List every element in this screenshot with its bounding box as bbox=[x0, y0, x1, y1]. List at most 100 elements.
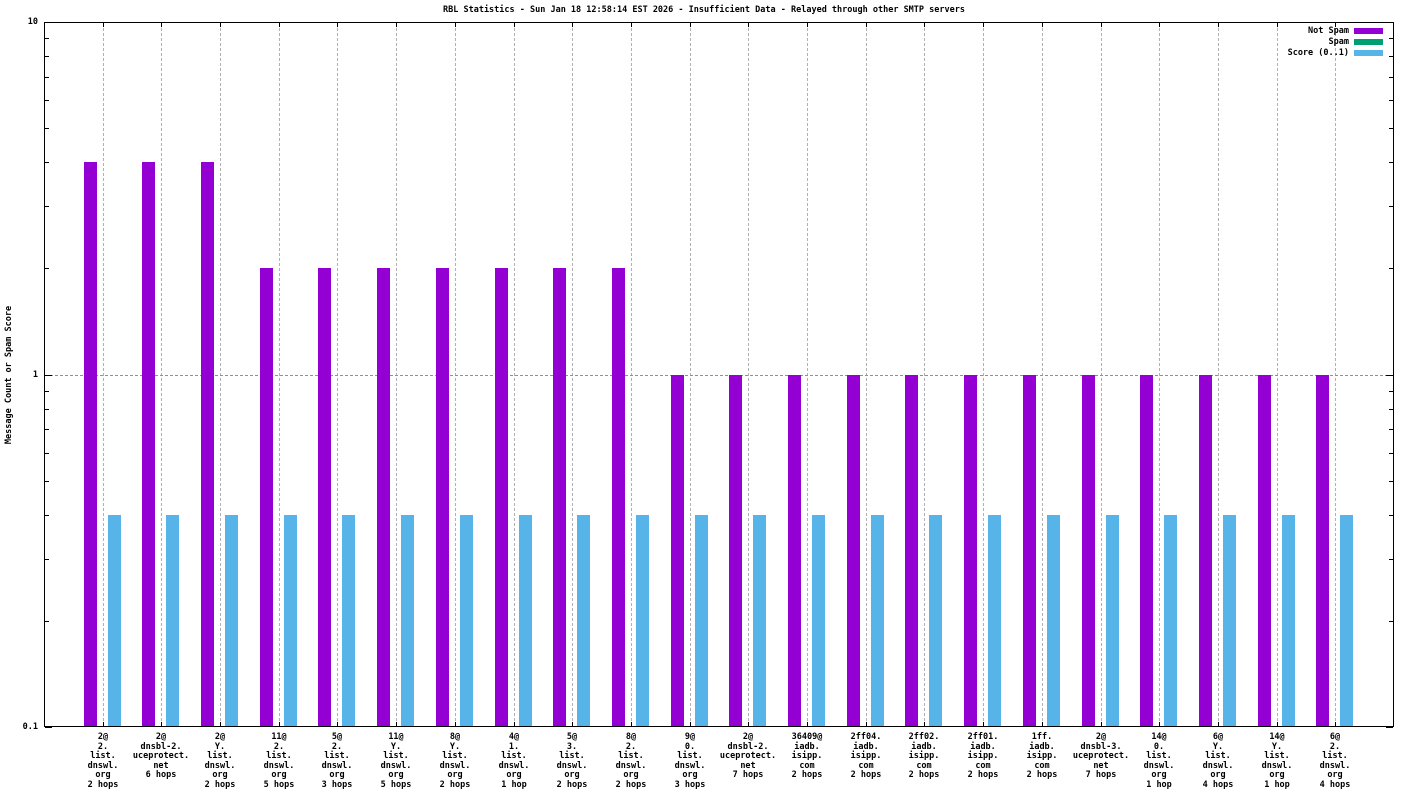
bar-score-0-1 bbox=[108, 515, 121, 726]
x-tick-label: 5@ 3. list. dnswl. org 2 hops bbox=[556, 732, 588, 790]
gridline-vertical bbox=[220, 23, 221, 726]
y-tick-label: 1 bbox=[32, 370, 38, 380]
bar-score-0-1 bbox=[929, 515, 942, 726]
x-tick-top bbox=[1335, 23, 1336, 27]
x-tick-bottom bbox=[983, 722, 984, 726]
x-tick-top bbox=[279, 23, 280, 27]
x-tick-bottom bbox=[1277, 722, 1278, 726]
legend-label: Spam bbox=[1328, 36, 1349, 47]
gridline-vertical bbox=[396, 23, 397, 726]
x-tick-label: 2@ dnsbl-2. uceprotect. net 7 hops bbox=[719, 732, 777, 781]
x-tick-bottom bbox=[690, 722, 691, 726]
bar-score-0-1 bbox=[1223, 515, 1236, 726]
gridline-vertical bbox=[1101, 23, 1102, 726]
x-tick-label: 9@ 0. list. dnswl. org 3 hops bbox=[674, 732, 706, 790]
bar-score-0-1 bbox=[1047, 515, 1060, 726]
gridline-vertical bbox=[631, 23, 632, 726]
x-tick-top bbox=[1277, 23, 1278, 27]
y-tick-major bbox=[45, 727, 52, 728]
y-tick-minor bbox=[45, 268, 49, 269]
y-tick-minor bbox=[45, 481, 49, 482]
bar-score-0-1 bbox=[342, 515, 355, 726]
x-tick-top bbox=[455, 23, 456, 27]
bar-not-spam bbox=[1082, 375, 1095, 726]
bar-score-0-1 bbox=[636, 515, 649, 726]
y-tick-minor bbox=[45, 162, 49, 163]
gridline-vertical bbox=[983, 23, 984, 726]
x-tick-label: 14@ 0. list. dnswl. org 1 hop bbox=[1143, 732, 1175, 790]
legend-label: Not Spam bbox=[1308, 25, 1349, 36]
y-tick-minor bbox=[1389, 391, 1393, 392]
bar-not-spam bbox=[260, 268, 273, 726]
bar-not-spam bbox=[1316, 375, 1329, 726]
x-tick-bottom bbox=[1101, 722, 1102, 726]
x-tick-bottom bbox=[1335, 722, 1336, 726]
y-tick-label: 10 bbox=[27, 17, 38, 27]
bar-not-spam bbox=[142, 162, 155, 726]
y-tick-minor bbox=[45, 38, 49, 39]
y-tick-minor bbox=[1389, 100, 1393, 101]
gridline-vertical bbox=[866, 23, 867, 726]
x-tick-bottom bbox=[1218, 722, 1219, 726]
x-tick-bottom bbox=[279, 722, 280, 726]
gridline-vertical bbox=[279, 23, 280, 726]
x-tick-top bbox=[514, 23, 515, 27]
x-tick-top bbox=[807, 23, 808, 27]
legend-item-not-spam: Not Spam bbox=[1308, 25, 1383, 36]
bar-score-0-1 bbox=[577, 515, 590, 726]
x-tick-label: 36409@ iadb. isipp. com 2 hops bbox=[791, 732, 823, 781]
bar-not-spam bbox=[847, 375, 860, 726]
x-tick-label: 2@ Y. list. dnswl. org 2 hops bbox=[204, 732, 236, 790]
x-tick-label: 1ff. iadb. isipp. com 2 hops bbox=[1026, 732, 1058, 781]
bar-not-spam bbox=[788, 375, 801, 726]
gridline-vertical bbox=[1277, 23, 1278, 726]
x-tick-top bbox=[1159, 23, 1160, 27]
x-tick-top bbox=[983, 23, 984, 27]
x-tick-bottom bbox=[1159, 722, 1160, 726]
y-tick-minor bbox=[45, 621, 49, 622]
x-tick-label: 2ff02. iadb. isipp. com 2 hops bbox=[908, 732, 940, 781]
y-tick-minor bbox=[45, 128, 49, 129]
legend-item-spam: Spam bbox=[1328, 36, 1383, 47]
gridline-vertical bbox=[161, 23, 162, 726]
x-tick-top bbox=[572, 23, 573, 27]
gridline-vertical bbox=[337, 23, 338, 726]
y-tick-minor bbox=[45, 56, 49, 57]
y-tick-minor bbox=[1389, 128, 1393, 129]
x-tick-top bbox=[161, 23, 162, 27]
gridline-vertical bbox=[1042, 23, 1043, 726]
plot-area bbox=[44, 22, 1394, 727]
x-tick-bottom bbox=[924, 722, 925, 726]
y-tick-minor bbox=[1389, 206, 1393, 207]
y-tick-major bbox=[1386, 22, 1393, 23]
bar-score-0-1 bbox=[401, 515, 414, 726]
bar-not-spam bbox=[318, 268, 331, 726]
bar-not-spam bbox=[612, 268, 625, 726]
y-tick-minor bbox=[1389, 38, 1393, 39]
y-tick-minor bbox=[45, 559, 49, 560]
gridline-vertical bbox=[1218, 23, 1219, 726]
y-tick-minor bbox=[1389, 162, 1393, 163]
y-tick-minor bbox=[1389, 621, 1393, 622]
y-tick-major bbox=[1386, 727, 1393, 728]
x-tick-bottom bbox=[631, 722, 632, 726]
bar-not-spam bbox=[1199, 375, 1212, 726]
bar-score-0-1 bbox=[225, 515, 238, 726]
y-tick-minor bbox=[1389, 481, 1393, 482]
bar-score-0-1 bbox=[753, 515, 766, 726]
x-tick-top bbox=[924, 23, 925, 27]
y-tick-minor bbox=[1389, 268, 1393, 269]
bar-not-spam bbox=[729, 375, 742, 726]
x-tick-label: 2@ 2. list. dnswl. org 2 hops bbox=[87, 732, 119, 790]
x-tick-bottom bbox=[103, 722, 104, 726]
x-tick-top bbox=[396, 23, 397, 27]
y-tick-minor bbox=[45, 409, 49, 410]
y-tick-minor bbox=[45, 391, 49, 392]
x-tick-top bbox=[1042, 23, 1043, 27]
bar-score-0-1 bbox=[988, 515, 1001, 726]
bar-score-0-1 bbox=[871, 515, 884, 726]
x-tick-top bbox=[866, 23, 867, 27]
gridline-vertical bbox=[690, 23, 691, 726]
x-tick-bottom bbox=[1042, 722, 1043, 726]
x-tick-bottom bbox=[514, 722, 515, 726]
